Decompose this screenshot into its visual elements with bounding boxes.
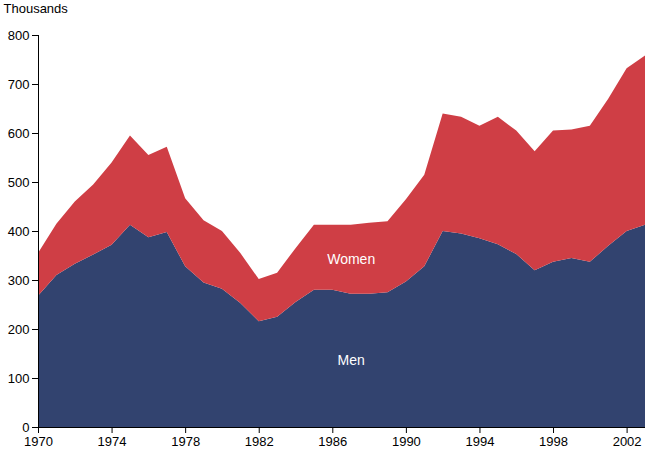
svg-text:1982: 1982 [245, 434, 274, 449]
svg-text:Men: Men [338, 352, 365, 368]
svg-text:300: 300 [8, 273, 30, 288]
svg-text:Women: Women [327, 251, 375, 267]
svg-text:700: 700 [8, 77, 30, 92]
svg-text:0: 0 [22, 420, 29, 435]
svg-text:1986: 1986 [318, 434, 347, 449]
svg-text:100: 100 [8, 371, 30, 386]
svg-text:1974: 1974 [98, 434, 127, 449]
svg-text:1994: 1994 [465, 434, 494, 449]
svg-text:1978: 1978 [171, 434, 200, 449]
svg-text:Thousands: Thousands [4, 1, 69, 16]
svg-text:600: 600 [8, 126, 30, 141]
svg-text:1990: 1990 [392, 434, 421, 449]
svg-text:1998: 1998 [539, 434, 568, 449]
svg-text:200: 200 [8, 322, 30, 337]
svg-text:500: 500 [8, 175, 30, 190]
svg-text:1970: 1970 [24, 434, 53, 449]
svg-text:800: 800 [8, 28, 30, 43]
svg-text:400: 400 [8, 224, 30, 239]
svg-text:2002: 2002 [613, 434, 642, 449]
